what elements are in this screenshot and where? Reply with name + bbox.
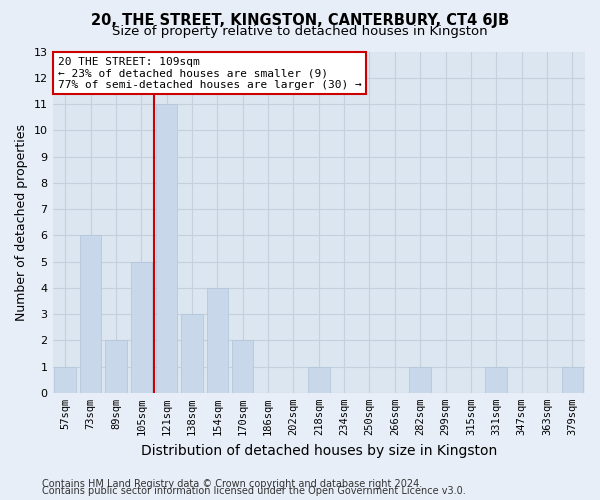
Bar <box>80 236 101 393</box>
Text: Contains public sector information licensed under the Open Government Licence v3: Contains public sector information licen… <box>42 486 466 496</box>
Bar <box>232 340 253 393</box>
Text: Size of property relative to detached houses in Kingston: Size of property relative to detached ho… <box>112 25 488 38</box>
Bar <box>181 314 203 393</box>
X-axis label: Distribution of detached houses by size in Kingston: Distribution of detached houses by size … <box>140 444 497 458</box>
Bar <box>131 262 152 393</box>
Bar <box>55 366 76 393</box>
Text: 20 THE STREET: 109sqm
← 23% of detached houses are smaller (9)
77% of semi-detac: 20 THE STREET: 109sqm ← 23% of detached … <box>58 56 362 90</box>
Bar <box>485 366 507 393</box>
Bar <box>105 340 127 393</box>
Y-axis label: Number of detached properties: Number of detached properties <box>15 124 28 320</box>
Bar <box>562 366 583 393</box>
Bar <box>308 366 329 393</box>
Text: Contains HM Land Registry data © Crown copyright and database right 2024.: Contains HM Land Registry data © Crown c… <box>42 479 422 489</box>
Text: 20, THE STREET, KINGSTON, CANTERBURY, CT4 6JB: 20, THE STREET, KINGSTON, CANTERBURY, CT… <box>91 12 509 28</box>
Bar <box>206 288 228 393</box>
Bar <box>409 366 431 393</box>
Bar <box>156 104 178 393</box>
